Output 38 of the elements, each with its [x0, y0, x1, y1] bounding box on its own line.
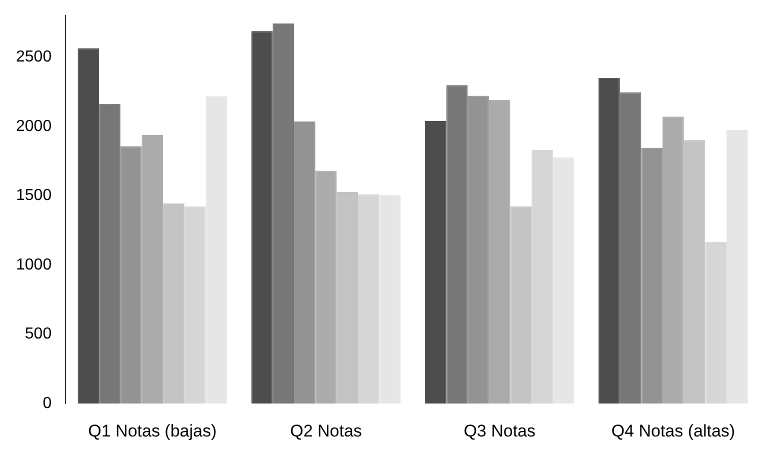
bar: [552, 157, 574, 404]
bar: [184, 206, 206, 404]
bar: [726, 130, 748, 404]
bar: [510, 206, 532, 404]
bar: [336, 192, 358, 404]
bar: [315, 170, 337, 404]
bar: [206, 96, 228, 404]
bar: [662, 116, 684, 404]
bar: [446, 85, 468, 404]
bar: [251, 31, 273, 404]
bar: [78, 48, 100, 404]
bar: [163, 204, 184, 404]
bar: [120, 146, 142, 404]
bar: [532, 150, 553, 404]
y-tick-label: 0: [42, 395, 52, 412]
bar: [641, 148, 663, 404]
y-tick-label: 1000: [16, 256, 52, 274]
bar: [272, 24, 294, 404]
y-tick-label: 2500: [16, 48, 52, 66]
bar: [99, 104, 120, 404]
x-tick-label: Q2 Notas: [290, 421, 362, 440]
x-tick-label: Q4 Notas (altas): [611, 421, 736, 440]
x-tick-label: Q3 Notas: [464, 421, 536, 440]
bar: [424, 121, 446, 404]
bar: [620, 92, 642, 404]
bar: [358, 194, 380, 404]
bar: [598, 78, 620, 404]
bar: [684, 140, 706, 404]
bar: [142, 135, 164, 404]
bar: [379, 194, 401, 404]
x-tick-label: Q1 Notas (bajas): [88, 421, 217, 440]
bar: [294, 121, 316, 404]
bar: [705, 242, 727, 404]
y-tick-label: 2000: [16, 118, 52, 135]
bar: [488, 100, 510, 404]
y-tick-label: 1500: [16, 187, 52, 204]
y-tick-label: 500: [24, 326, 52, 343]
bar: [468, 96, 489, 404]
